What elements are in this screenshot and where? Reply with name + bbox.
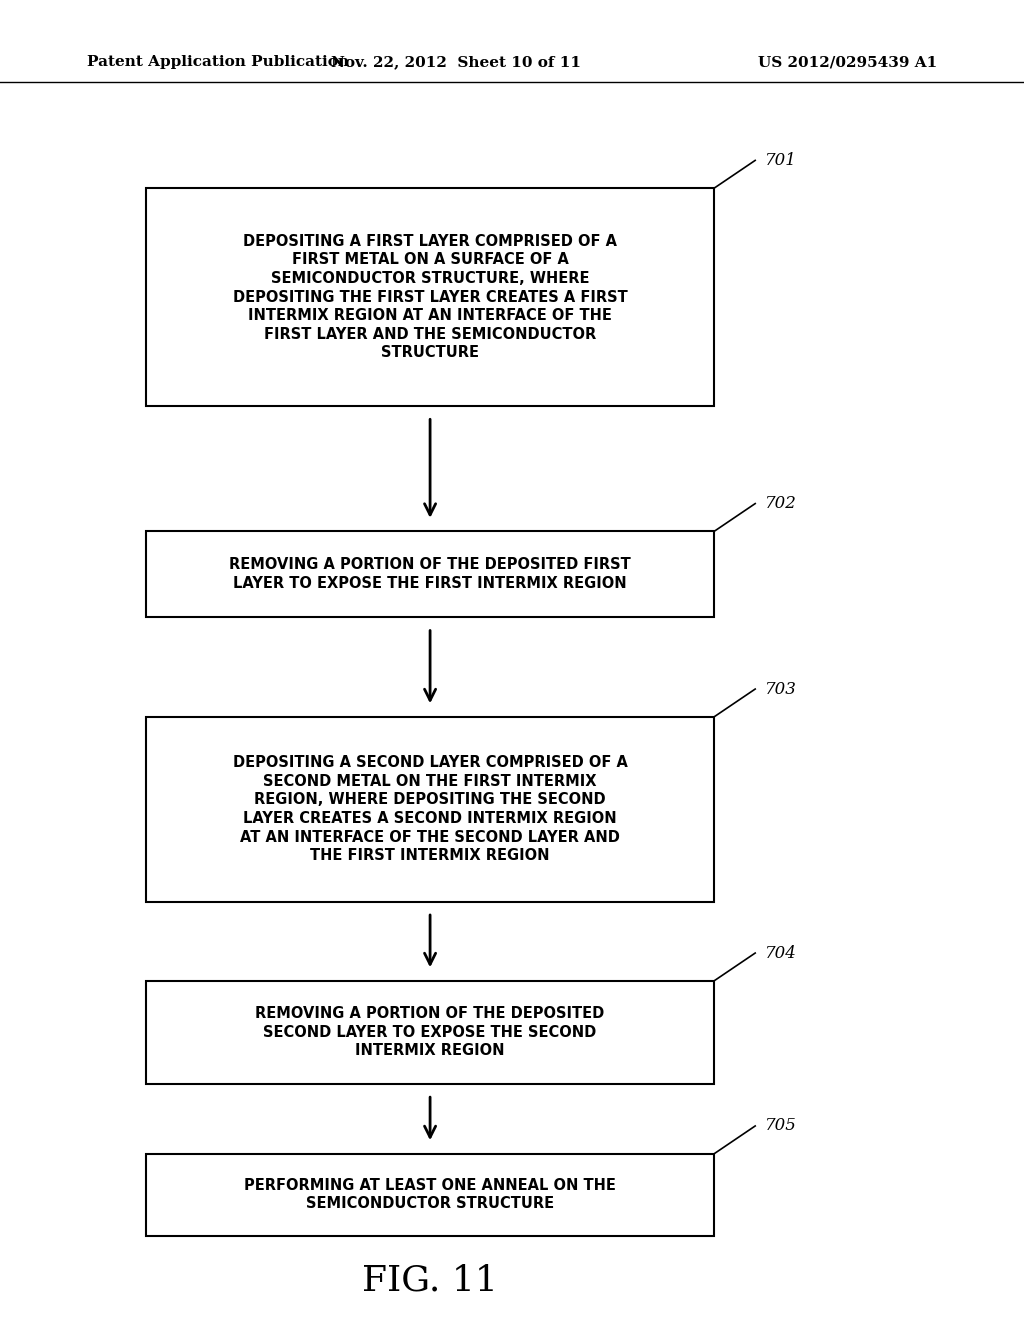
Text: REMOVING A PORTION OF THE DEPOSITED
SECOND LAYER TO EXPOSE THE SECOND
INTERMIX R: REMOVING A PORTION OF THE DEPOSITED SECO… <box>255 1006 605 1059</box>
Bar <box>145 717 715 902</box>
Text: 703: 703 <box>766 681 798 697</box>
Text: 702: 702 <box>766 495 798 512</box>
Text: Patent Application Publication: Patent Application Publication <box>87 55 349 70</box>
Bar <box>145 981 715 1084</box>
Text: 704: 704 <box>766 945 798 961</box>
Text: FIG. 11: FIG. 11 <box>362 1263 498 1298</box>
Text: 701: 701 <box>766 152 798 169</box>
Text: DEPOSITING A SECOND LAYER COMPRISED OF A
SECOND METAL ON THE FIRST INTERMIX
REGI: DEPOSITING A SECOND LAYER COMPRISED OF A… <box>232 755 628 863</box>
Bar <box>145 187 715 407</box>
Text: DEPOSITING A FIRST LAYER COMPRISED OF A
FIRST METAL ON A SURFACE OF A
SEMICONDUC: DEPOSITING A FIRST LAYER COMPRISED OF A … <box>232 234 628 360</box>
Text: US 2012/0295439 A1: US 2012/0295439 A1 <box>758 55 937 70</box>
Text: REMOVING A PORTION OF THE DEPOSITED FIRST
LAYER TO EXPOSE THE FIRST INTERMIX REG: REMOVING A PORTION OF THE DEPOSITED FIRS… <box>229 557 631 591</box>
Bar <box>145 1154 715 1236</box>
Text: PERFORMING AT LEAST ONE ANNEAL ON THE
SEMICONDUCTOR STRUCTURE: PERFORMING AT LEAST ONE ANNEAL ON THE SE… <box>244 1177 616 1212</box>
Bar <box>145 532 715 618</box>
Text: Nov. 22, 2012  Sheet 10 of 11: Nov. 22, 2012 Sheet 10 of 11 <box>331 55 581 70</box>
Text: 705: 705 <box>766 1118 798 1134</box>
